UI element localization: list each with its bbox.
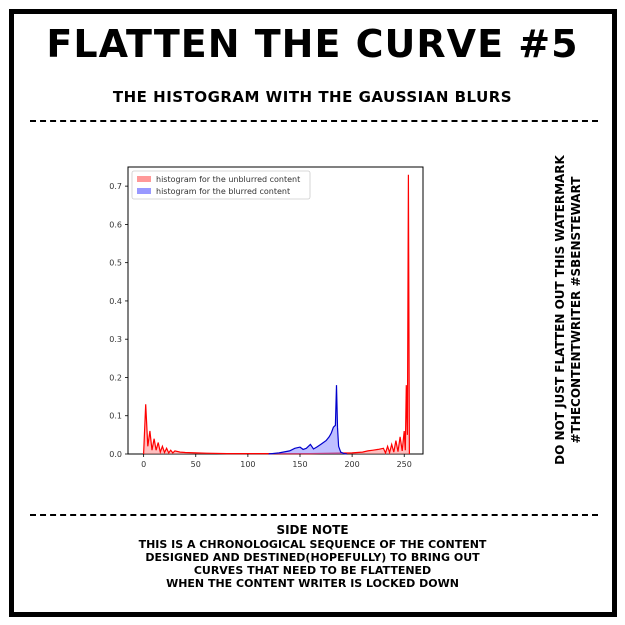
x-tick-label: 250 bbox=[397, 460, 412, 469]
histogram-chart: 0 50 100 150 200 250 0.0 0.1 0.2 0.3 0.4 0.5 0.6 0.7 h… bbox=[109, 166, 424, 469]
y-tick-label: 0.3 bbox=[109, 335, 122, 344]
side-note-line: WHEN THE CONTENT WRITER IS LOCKED DOWN bbox=[166, 577, 459, 590]
legend-swatch-1 bbox=[137, 176, 151, 182]
x-tick-label: 100 bbox=[240, 460, 255, 469]
y-tick-label: 0.4 bbox=[109, 297, 122, 306]
page-subtitle: THE HISTOGRAM WITH THE GAUSSIAN BLURS bbox=[112, 88, 513, 106]
y-tick-label: 0.6 bbox=[109, 220, 122, 229]
panel-frame bbox=[9, 9, 617, 617]
dashed-divider-bottom bbox=[30, 514, 598, 516]
y-tick-label: 0.2 bbox=[109, 373, 122, 382]
legend-box bbox=[131, 170, 311, 200]
x-tick-label: 0 bbox=[141, 460, 146, 469]
x-tick-label: 50 bbox=[191, 460, 201, 469]
page-title: FLATTEN THE CURVE #5 bbox=[46, 22, 579, 66]
x-tick-label: 150 bbox=[292, 460, 307, 469]
x-tick-label: 200 bbox=[344, 460, 359, 469]
side-note: SIDE NOTE THIS IS A CHRONOLOGICAL SEQUEN… bbox=[0, 523, 625, 591]
y-tick-label: 0.0 bbox=[109, 450, 122, 459]
side-note-line: DESIGNED AND DESTINED(HOPEFULLY) TO BRIN… bbox=[145, 551, 480, 564]
legend-label-1: histogram for the unblurred content bbox=[156, 175, 300, 184]
series-line-2 bbox=[268, 385, 347, 455]
watermark-line-1: DO NOT JUST FLATTEN OUT THIS WATERMARK bbox=[553, 155, 567, 465]
y-tick-label: 0.5 bbox=[109, 259, 122, 268]
side-note-heading: SIDE NOTE bbox=[276, 523, 349, 537]
watermark-line-2: #THECONTENTWRITER #SBENSTEWART bbox=[569, 176, 583, 444]
dashed-divider-top bbox=[30, 120, 598, 122]
side-note-line: CURVES THAT NEED TO BE FLATTENED bbox=[193, 564, 432, 577]
plot-frame bbox=[127, 166, 424, 455]
y-tick-label: 0.7 bbox=[109, 182, 122, 191]
side-note-line: THIS IS A CHRONOLOGICAL SEQUENCE OF THE … bbox=[138, 538, 487, 551]
legend-label-2: histogram for the blurred content bbox=[156, 187, 290, 196]
legend-swatch-2 bbox=[137, 188, 151, 194]
y-tick-label: 0.1 bbox=[109, 412, 122, 421]
